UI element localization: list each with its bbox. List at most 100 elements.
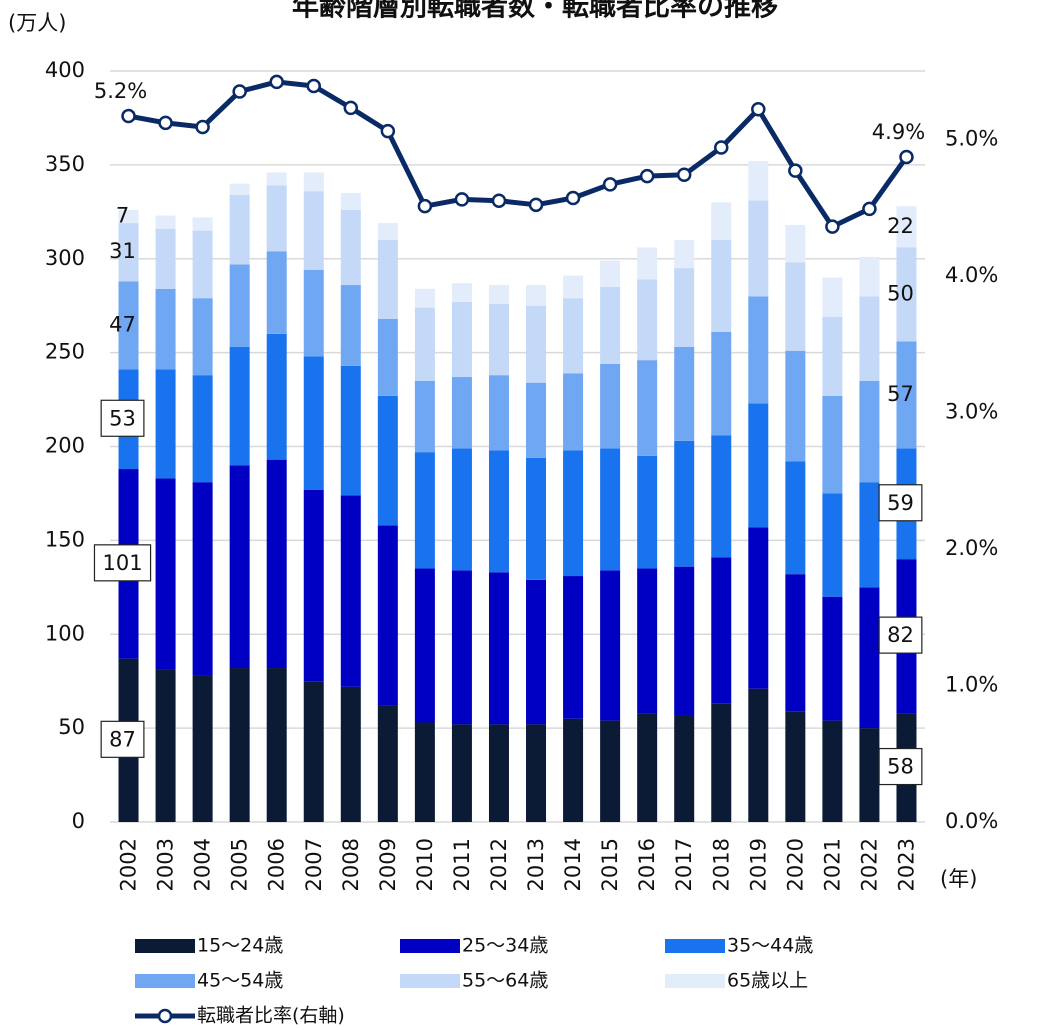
rate-marker	[232, 84, 247, 99]
bar-segment	[896, 206, 917, 248]
bar-segment	[303, 681, 324, 822]
bar-segment	[822, 596, 843, 721]
y-tick-label: 300	[45, 246, 85, 270]
y-axis-label: (万人)	[8, 11, 66, 35]
bar-segment	[637, 279, 658, 361]
y-tick-label: 350	[45, 152, 85, 176]
x-tick-label: 2015	[598, 838, 622, 891]
chart-title: 年齢階層別転職者数・転職者比率の推移	[292, 0, 778, 23]
y-tick-label: 50	[58, 715, 85, 739]
data-label: 87	[100, 720, 145, 758]
y-tick-label: 150	[45, 527, 85, 551]
bar-segment	[711, 202, 732, 240]
data-label: 50	[887, 281, 914, 305]
legend-label: 35～44歳	[727, 935, 813, 957]
bar-segment	[303, 489, 324, 682]
data-label: 59	[878, 484, 923, 522]
bar-segment	[822, 395, 843, 494]
data-label: 57	[887, 382, 914, 406]
x-tick-label: 2022	[857, 838, 881, 891]
rate-marker	[528, 197, 544, 213]
bar-segment	[155, 669, 176, 822]
data-label: 47	[109, 312, 136, 336]
bar-segment	[155, 478, 176, 670]
bar-segment	[748, 296, 769, 404]
y2-tick-label: 2.0%	[945, 536, 998, 560]
bar-segment	[451, 570, 472, 725]
rate-marker	[454, 192, 470, 207]
bar-segment	[229, 264, 250, 347]
bar-segment	[674, 239, 695, 269]
x-tick-label: 2016	[635, 838, 659, 891]
rate-marker	[825, 219, 840, 234]
bar-segment	[526, 285, 547, 306]
data-label-text: 50	[887, 281, 914, 305]
bar-segment	[192, 375, 213, 483]
bar-segment	[600, 363, 621, 449]
bar-segment	[674, 346, 695, 441]
rate-marker	[195, 119, 210, 135]
bar-segment	[711, 435, 732, 558]
bar-segment	[711, 239, 732, 332]
bar-segment	[451, 448, 472, 571]
rate-marker	[491, 193, 507, 208]
bar-segment	[896, 341, 917, 449]
bar-segment	[600, 448, 621, 571]
bar-segment	[711, 703, 732, 822]
x-tick-label: 2009	[376, 838, 400, 891]
bar-segment	[451, 724, 472, 822]
data-label: 58	[878, 747, 923, 786]
rate-marker	[158, 115, 173, 131]
bar-segment	[377, 525, 398, 706]
bar-segment	[414, 452, 435, 569]
bar-segment	[266, 251, 287, 334]
rate-marker	[343, 100, 359, 116]
rate-marker	[269, 74, 284, 90]
bar-segment	[563, 373, 584, 451]
rate-marker	[751, 101, 766, 117]
legend-marker	[157, 1008, 173, 1024]
data-label-text: 58	[887, 755, 914, 779]
bar-segment	[266, 185, 287, 252]
bar-segment	[859, 256, 880, 297]
bar-segment	[118, 223, 139, 282]
data-label-text: 31	[109, 239, 136, 263]
y2-tick-label: 4.0%	[945, 263, 998, 287]
bar-segment	[785, 461, 806, 575]
bar-segment	[451, 283, 472, 302]
rate-marker	[306, 78, 321, 94]
x-tick-label: 2020	[783, 838, 807, 891]
x-tick-label: 2021	[820, 838, 844, 891]
rate-marker	[714, 140, 729, 155]
bar-segment	[637, 713, 658, 822]
bar-segment	[526, 457, 547, 580]
bar-segment	[563, 576, 584, 719]
data-label-text: 82	[887, 623, 914, 647]
bar-segment	[600, 720, 621, 822]
data-label: 82	[878, 616, 923, 654]
bar-segment	[340, 193, 361, 210]
y-tick-label: 200	[45, 434, 85, 458]
x-tick-label: 2006	[265, 838, 289, 891]
bar-segment	[748, 403, 769, 528]
legend-label: 45～54歳	[197, 970, 283, 992]
bar-segment	[488, 285, 509, 304]
bar-segment	[526, 579, 547, 725]
bar-segment	[155, 369, 176, 479]
data-label-text: 87	[109, 727, 136, 751]
y2-tick-label: 5.0%	[945, 126, 998, 150]
data-label-box	[100, 720, 145, 758]
x-tick-label: 2013	[524, 838, 548, 891]
x-tick-label: 2017	[672, 838, 696, 891]
x-tick-label: 2010	[413, 838, 437, 891]
bar-segment	[192, 482, 213, 676]
y2-tick-label: 3.0%	[945, 399, 998, 423]
bar-segment	[563, 450, 584, 577]
bar-segment	[785, 262, 806, 351]
legend-label: 転職者比率(右軸)	[197, 1005, 345, 1027]
y-tick-label: 0	[72, 809, 85, 833]
bar-segment	[303, 191, 324, 271]
rate-marker	[121, 108, 136, 124]
legend-swatch	[135, 974, 195, 988]
